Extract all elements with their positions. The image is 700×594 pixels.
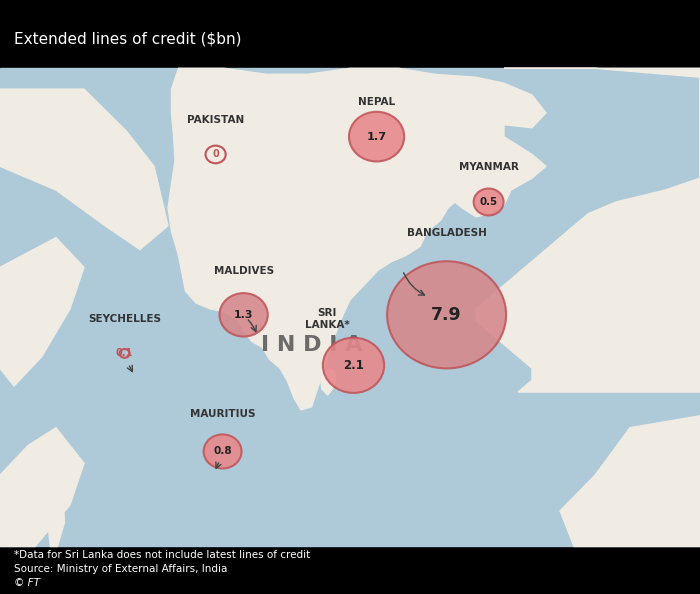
Text: SRI
LANKA*: SRI LANKA* bbox=[304, 308, 349, 330]
Ellipse shape bbox=[323, 338, 384, 393]
Polygon shape bbox=[476, 68, 700, 392]
Text: 0.5: 0.5 bbox=[480, 197, 498, 207]
Text: NEPAL: NEPAL bbox=[358, 97, 395, 107]
Text: 1.7: 1.7 bbox=[367, 132, 386, 141]
Ellipse shape bbox=[220, 293, 267, 337]
Polygon shape bbox=[48, 463, 64, 546]
Bar bbox=[0, 68, 700, 546]
Text: Extended lines of credit ($bn): Extended lines of credit ($bn) bbox=[14, 31, 241, 46]
Text: 0.8: 0.8 bbox=[214, 447, 232, 456]
Text: SEYCHELLES: SEYCHELLES bbox=[88, 314, 161, 324]
Text: © FT: © FT bbox=[14, 579, 40, 588]
Bar bbox=[0, 544, 700, 594]
Text: MAURITIUS: MAURITIUS bbox=[190, 409, 256, 419]
Polygon shape bbox=[0, 428, 84, 546]
Text: 0: 0 bbox=[212, 150, 219, 159]
Text: PAKISTAN: PAKISTAN bbox=[187, 115, 244, 125]
Ellipse shape bbox=[204, 434, 242, 469]
Ellipse shape bbox=[349, 112, 404, 162]
Ellipse shape bbox=[474, 188, 503, 216]
Text: 0.1: 0.1 bbox=[116, 349, 133, 358]
Polygon shape bbox=[560, 416, 700, 546]
Bar bbox=[0, 0, 700, 68]
Polygon shape bbox=[0, 238, 84, 386]
Text: 1.3: 1.3 bbox=[234, 310, 253, 320]
Text: 2.1: 2.1 bbox=[343, 359, 364, 372]
Polygon shape bbox=[321, 368, 336, 395]
Ellipse shape bbox=[387, 261, 506, 368]
Text: BANGLADESH: BANGLADESH bbox=[407, 228, 486, 238]
Text: I N D I A: I N D I A bbox=[261, 334, 362, 355]
Polygon shape bbox=[0, 89, 168, 249]
Text: Source: Ministry of External Affairs, India: Source: Ministry of External Affairs, In… bbox=[14, 564, 228, 574]
Text: MALDIVES: MALDIVES bbox=[214, 266, 274, 276]
Text: *Data for Sri Lanka does not include latest lines of credit: *Data for Sri Lanka does not include lat… bbox=[14, 551, 310, 560]
Polygon shape bbox=[168, 68, 546, 410]
Text: MYANMAR: MYANMAR bbox=[458, 162, 519, 172]
Text: 7.9: 7.9 bbox=[431, 306, 462, 324]
